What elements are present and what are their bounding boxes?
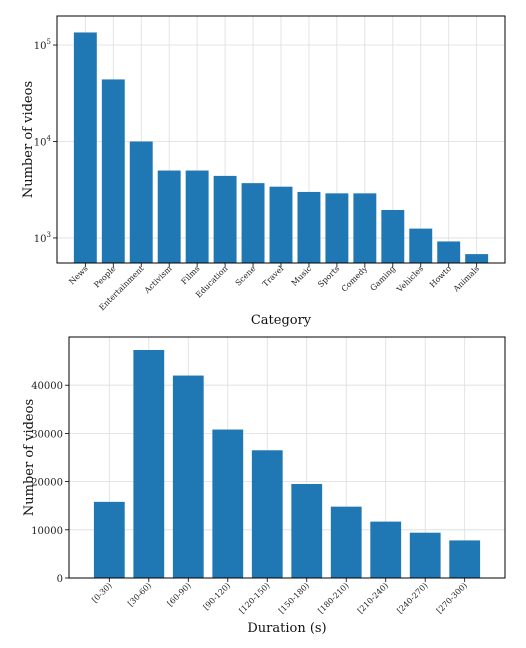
bar--90-120- [212,429,244,578]
x-tick-label: Gaming [369,264,398,293]
bar-comedy [353,193,377,263]
bar-education [213,175,237,263]
bar-travel [269,186,293,263]
x-tick-label: [180-210) [316,581,350,615]
y-tick-label: 30000 [31,429,63,440]
x-tick-label: [60-90) [166,581,193,608]
bar-entertainment [129,141,153,263]
bar-scene [241,183,265,263]
x-tick-label: [240-270) [395,581,429,615]
bar-music [297,191,321,263]
duration-chart: 0 10000 20000 30000 40000 [0-30) [30-60) [60-90… [22,336,506,636]
bar--60-90- [172,375,204,578]
bar-people [101,79,125,263]
x-tick-label: [120-150) [237,581,271,615]
y-axis-label: Number of videos [22,399,37,516]
bar-gaming [381,209,405,263]
bar-howto [437,241,461,263]
x-tick-label: [270-300) [435,581,469,615]
y-tick-label: 103 [34,231,51,245]
y-tick-label: 40000 [31,381,63,392]
x-tick-label: [90-120) [201,581,232,612]
y-tick-label: 10000 [31,526,63,537]
bar--210-240- [370,521,402,578]
x-tick-label: [210-240) [356,581,390,615]
bar--0-30- [93,501,125,578]
bar--120-150- [251,450,283,578]
x-tick-label: Activism [142,264,174,296]
y-tick-label: 0 [57,574,63,585]
y-tick-label: 104 [34,134,52,148]
bar--30-60- [133,350,165,578]
x-axis-label: Category [251,313,312,328]
y-tick-label: 105 [34,38,51,52]
bar-films [185,170,209,263]
bar-vehicles [409,228,433,263]
y-tick-label: 20000 [31,478,63,489]
y-axis-label: Number of videos [21,81,36,198]
x-axis-label: Duration (s) [247,621,326,636]
x-tick-label: Travel [261,264,286,289]
x-tick-label: Films [179,264,201,286]
bar-news [73,32,97,263]
bar--180-210- [330,506,362,578]
x-tick-label: [30-60) [126,581,153,608]
bar--240-270- [409,532,441,578]
x-tick-label: Comedy [340,264,370,294]
bar-activism [157,170,181,263]
x-tick-label: Vehicles [395,264,426,295]
bar-sports [325,193,349,263]
x-tick-label: News [67,264,89,286]
x-tick-label: Scene [234,264,258,288]
x-tick-label: [0-30) [90,581,113,604]
x-tick-label: Sports [316,264,341,289]
x-tick-label: People [92,264,118,290]
x-tick-label: Animals [451,264,481,294]
bar--150-180- [291,484,323,578]
x-tick-label: Howto [428,264,453,289]
plot-frame [68,336,506,579]
bar-animals [465,254,489,263]
x-tick-label: Music [290,264,314,288]
bar--270-300- [449,540,481,578]
x-tick-label: [150-180) [277,581,311,615]
